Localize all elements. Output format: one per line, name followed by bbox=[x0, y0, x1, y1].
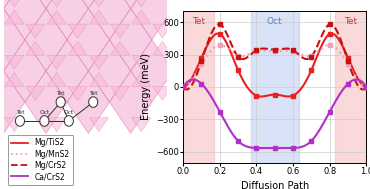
Polygon shape bbox=[5, 0, 24, 7]
Polygon shape bbox=[0, 40, 4, 102]
Polygon shape bbox=[47, 0, 66, 7]
Polygon shape bbox=[4, 40, 46, 102]
Polygon shape bbox=[47, 72, 66, 87]
Polygon shape bbox=[88, 0, 131, 40]
Polygon shape bbox=[47, 10, 66, 24]
Polygon shape bbox=[68, 87, 87, 101]
Polygon shape bbox=[132, 55, 151, 69]
Polygon shape bbox=[153, 24, 172, 38]
Polygon shape bbox=[68, 41, 87, 55]
Polygon shape bbox=[0, 0, 25, 9]
Polygon shape bbox=[0, 87, 3, 101]
Bar bbox=[335, 11, 366, 163]
Polygon shape bbox=[90, 55, 108, 69]
Polygon shape bbox=[110, 0, 152, 9]
Bar bbox=[251, 11, 299, 163]
Polygon shape bbox=[131, 0, 173, 40]
Polygon shape bbox=[111, 24, 130, 38]
Circle shape bbox=[89, 97, 98, 107]
Text: Tet: Tet bbox=[89, 91, 97, 96]
Polygon shape bbox=[90, 0, 108, 7]
Text: Tet: Tet bbox=[344, 17, 357, 26]
Polygon shape bbox=[25, 71, 67, 133]
Polygon shape bbox=[111, 87, 130, 101]
Polygon shape bbox=[0, 0, 4, 40]
Text: Oct: Oct bbox=[64, 110, 74, 115]
Circle shape bbox=[16, 116, 24, 126]
Polygon shape bbox=[90, 72, 108, 87]
Polygon shape bbox=[110, 9, 152, 71]
Polygon shape bbox=[132, 10, 151, 24]
Polygon shape bbox=[46, 0, 88, 40]
Polygon shape bbox=[4, 0, 46, 40]
Polygon shape bbox=[26, 87, 45, 101]
Polygon shape bbox=[67, 9, 110, 71]
Polygon shape bbox=[111, 41, 130, 55]
Polygon shape bbox=[90, 118, 108, 132]
Text: Tet: Tet bbox=[57, 91, 65, 96]
Polygon shape bbox=[25, 9, 67, 71]
Polygon shape bbox=[131, 40, 173, 102]
Text: Oct: Oct bbox=[267, 17, 283, 26]
Polygon shape bbox=[153, 87, 172, 101]
Circle shape bbox=[40, 116, 49, 126]
Polygon shape bbox=[132, 118, 151, 132]
Polygon shape bbox=[110, 71, 152, 133]
Text: Tet: Tet bbox=[16, 110, 24, 115]
Polygon shape bbox=[47, 118, 66, 132]
Polygon shape bbox=[5, 55, 24, 69]
Y-axis label: Energy (meV): Energy (meV) bbox=[141, 53, 151, 120]
Circle shape bbox=[64, 116, 73, 126]
Legend: Mg/TiS2, Mg/MnS2, Mg/CrS2, Ca/CrS2: Mg/TiS2, Mg/MnS2, Mg/CrS2, Ca/CrS2 bbox=[7, 135, 73, 185]
Polygon shape bbox=[68, 24, 87, 38]
Polygon shape bbox=[0, 41, 3, 55]
Polygon shape bbox=[25, 0, 67, 9]
Polygon shape bbox=[5, 118, 24, 132]
Circle shape bbox=[56, 97, 65, 107]
Bar bbox=[183, 11, 214, 163]
Polygon shape bbox=[0, 9, 25, 71]
Polygon shape bbox=[5, 72, 24, 87]
Polygon shape bbox=[67, 0, 110, 9]
Text: Oct: Oct bbox=[39, 110, 50, 115]
Polygon shape bbox=[67, 71, 110, 133]
Polygon shape bbox=[132, 72, 151, 87]
Polygon shape bbox=[46, 40, 88, 102]
Polygon shape bbox=[153, 41, 172, 55]
Polygon shape bbox=[0, 24, 3, 38]
Text: Tet: Tet bbox=[192, 17, 205, 26]
Polygon shape bbox=[26, 41, 45, 55]
Polygon shape bbox=[132, 0, 151, 7]
Polygon shape bbox=[5, 10, 24, 24]
Polygon shape bbox=[90, 10, 108, 24]
Polygon shape bbox=[88, 40, 131, 102]
Polygon shape bbox=[0, 71, 25, 133]
Polygon shape bbox=[47, 55, 66, 69]
Polygon shape bbox=[26, 24, 45, 38]
X-axis label: Diffusion Path: Diffusion Path bbox=[240, 181, 309, 189]
